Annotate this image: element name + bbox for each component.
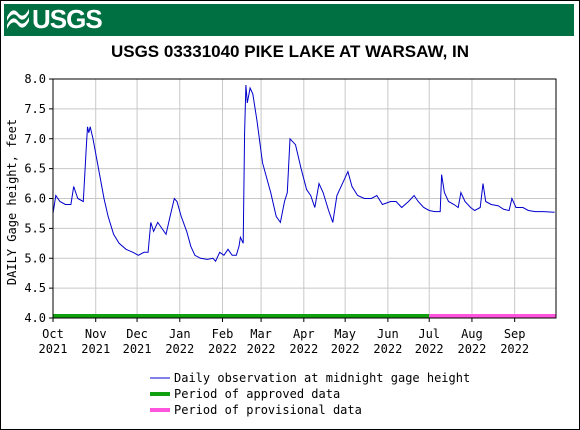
x-tick-label-year: 2021 [81,342,110,356]
x-tick-label-month: Jun [377,327,399,341]
x-tick-label-month: Oct [42,327,64,341]
chart-legend: Daily observation at midnight gage heigh… [150,370,470,418]
x-tick-label-month: Sep [504,327,526,341]
x-tick-label-month: Dec [126,327,148,341]
x-tick-label-month: Jul [418,327,440,341]
x-tick-label-year: 2021 [39,342,68,356]
x-tick-label-month: Nov [85,327,107,341]
y-tick-label: 5.0 [24,251,46,265]
x-tick-label-year: 2022 [500,342,529,356]
x-tick-label-month: Feb [212,327,234,341]
legend-swatch-series [150,377,170,379]
legend-item-series: Daily observation at midnight gage heigh… [150,370,470,386]
usgs-logo[interactable]: USGS [6,4,103,34]
x-tick-label-month: Jan [169,327,191,341]
y-axis-label: DAILY Gage height, feet [5,119,19,285]
x-tick-label-year: 2022 [165,342,194,356]
x-tick-label-year: 2022 [373,342,402,356]
plot-border [52,78,557,319]
x-tick-label-year: 2022 [415,342,444,356]
x-tick-label-year: 2022 [247,342,276,356]
legend-item-approved: Period of approved data [150,386,470,402]
y-tick-label: 7.0 [24,132,46,146]
x-tick-label-year: 2022 [289,342,318,356]
y-tick-label: 6.0 [24,192,46,206]
legend-item-provisional: Period of provisional data [150,402,470,418]
period-bar-1 [429,314,556,318]
x-tick-label-month: Apr [293,327,315,341]
legend-label-series: Daily observation at midnight gage heigh… [174,371,471,385]
period-bar-0 [53,314,430,318]
x-tick-label-year: 2022 [208,342,237,356]
series-line-0 [52,84,555,263]
y-tick-label: 7.5 [24,102,46,116]
y-tick-label: 4.5 [24,281,46,295]
legend-label-approved: Period of approved data [174,387,341,401]
x-tick-label-year: 2022 [331,342,360,356]
legend-swatch-approved [150,392,170,396]
y-tick-label: 8.0 [24,72,46,86]
y-tick-label: 5.5 [24,221,46,235]
x-tick-label-month: Mar [250,327,272,341]
x-tick-label-year: 2022 [457,342,486,356]
chart-title: USGS 03331040 PIKE LAKE AT WARSAW, IN [110,42,470,61]
x-tick-label-month: May [334,327,356,341]
header-banner [4,4,574,36]
legend-swatch-provisional [150,408,170,412]
x-tick-label-month: Aug [461,327,483,341]
y-tick-label: 4.0 [24,311,46,325]
logo-text: USGS [32,4,103,34]
x-tick-label-year: 2021 [123,342,152,356]
legend-label-provisional: Period of provisional data [174,403,362,417]
y-tick-label: 6.5 [24,162,46,176]
usgs-logo-mark-icon [7,9,29,29]
